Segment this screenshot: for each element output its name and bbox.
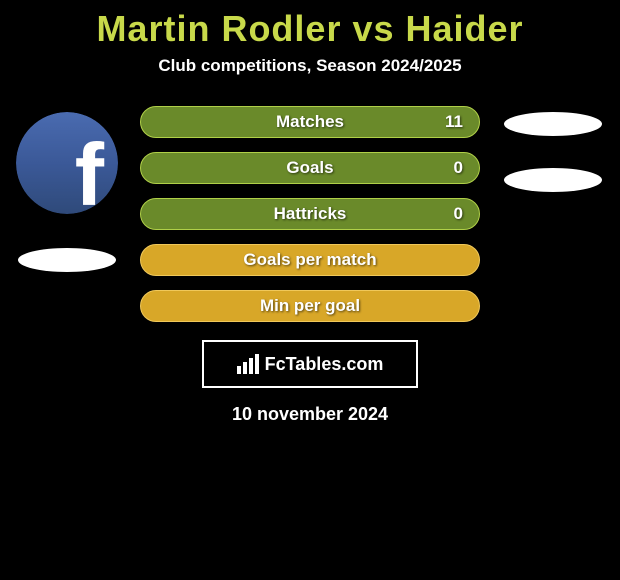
stat-bar-matches: Matches 11: [140, 106, 480, 138]
comparison-widget: Martin Rodler vs Haider Club competition…: [0, 0, 620, 425]
player-right-name-pill-1: [504, 112, 602, 136]
player-right-name-pill-2: [504, 168, 602, 192]
stat-label: Hattricks: [274, 204, 347, 224]
brand-text: FcTables.com: [265, 354, 384, 375]
stat-value: 0: [454, 204, 463, 224]
stats-column: Matches 11 Goals 0 Hattricks 0 Goals per…: [140, 106, 480, 322]
subtitle: Club competitions, Season 2024/2025: [0, 56, 620, 76]
stat-label: Min per goal: [260, 296, 360, 316]
stat-value: 11: [445, 112, 463, 132]
stat-bar-min-per-goal: Min per goal: [140, 290, 480, 322]
date-text: 10 november 2024: [0, 404, 620, 425]
player-right-column: [498, 106, 608, 192]
stat-bar-goals-per-match: Goals per match: [140, 244, 480, 276]
chart-icon: [237, 354, 259, 374]
stat-label: Goals per match: [243, 250, 376, 270]
player-left-column: [12, 106, 122, 272]
facebook-icon: [16, 112, 118, 214]
player-left-avatar[interactable]: [16, 112, 118, 214]
stat-bar-hattricks: Hattricks 0: [140, 198, 480, 230]
main-content-row: Matches 11 Goals 0 Hattricks 0 Goals per…: [0, 106, 620, 322]
stat-label: Goals: [286, 158, 333, 178]
stat-bar-goals: Goals 0: [140, 152, 480, 184]
brand-box[interactable]: FcTables.com: [202, 340, 418, 388]
stat-value: 0: [454, 158, 463, 178]
stat-label: Matches: [276, 112, 344, 132]
player-left-name-pill: [18, 248, 116, 272]
page-title: Martin Rodler vs Haider: [0, 8, 620, 50]
